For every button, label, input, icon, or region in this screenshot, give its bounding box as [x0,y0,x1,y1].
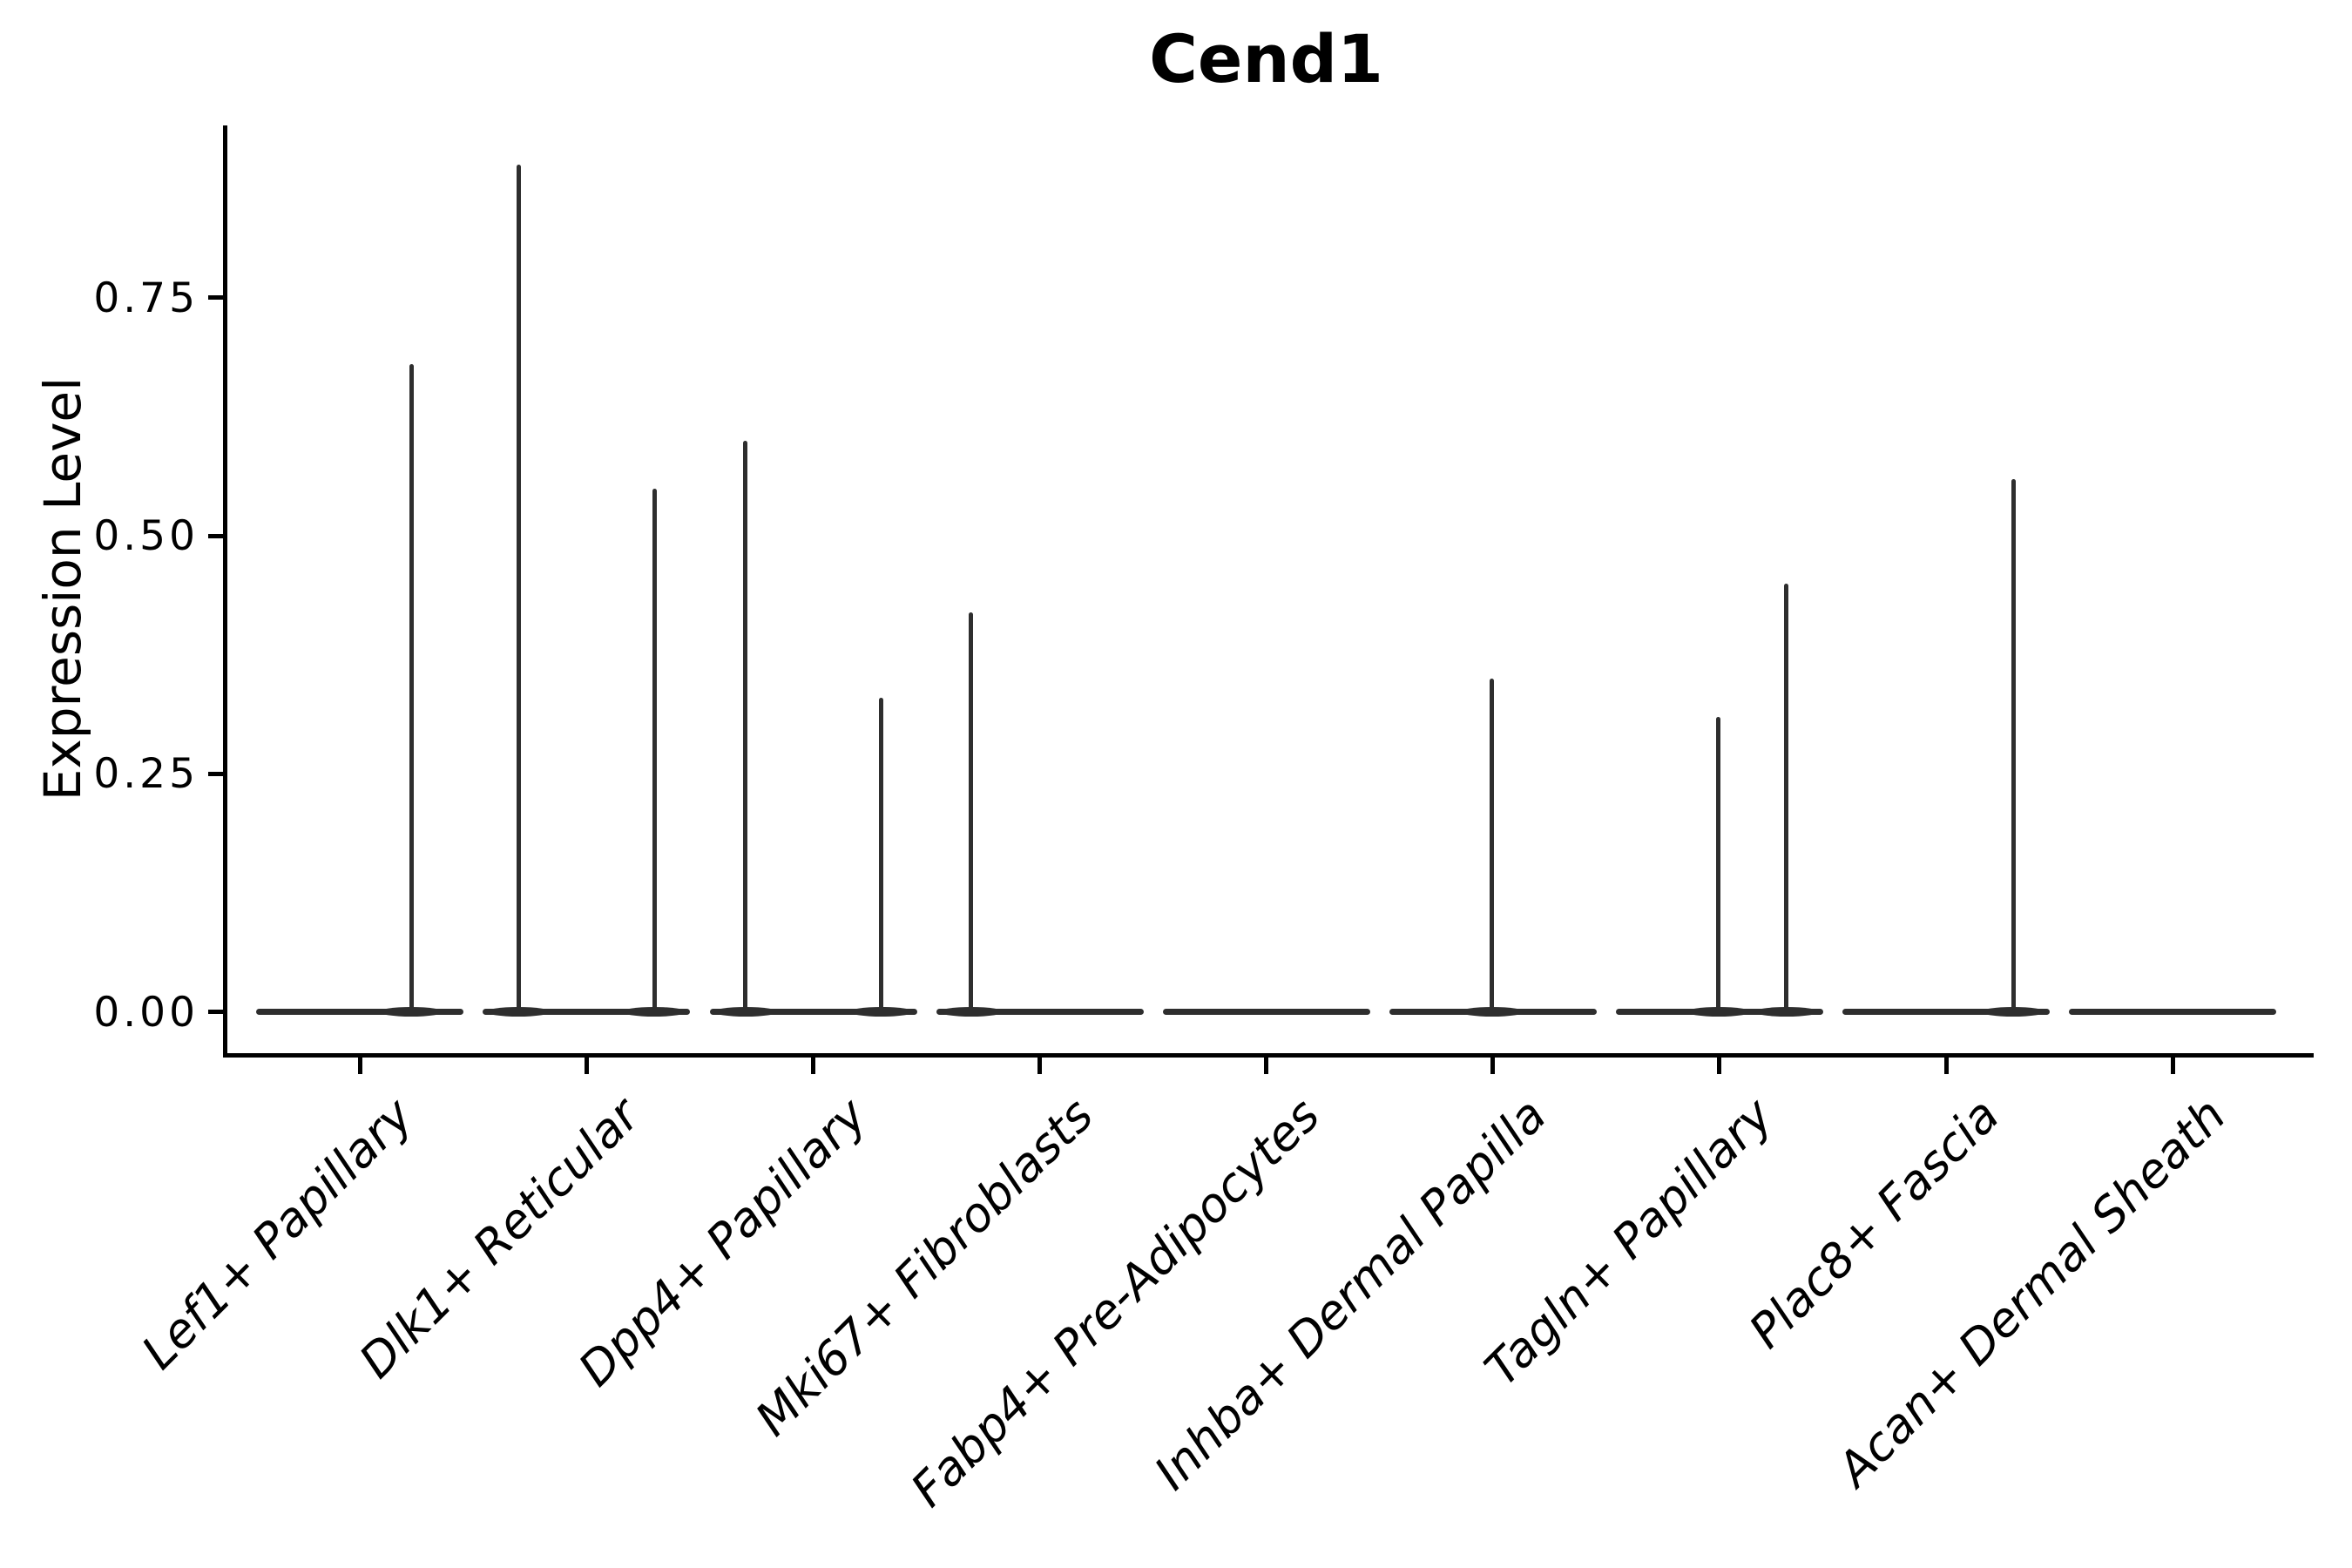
x-tick-mark [1264,1058,1269,1074]
violin-baseline [256,1009,464,1015]
y-tick-label: 0.00 [93,988,199,1037]
violin-spike [1716,716,1721,1012]
y-tick-label: 0.50 [93,512,199,561]
violin-baseline [483,1009,691,1015]
violin-spike [1490,679,1495,1012]
violin-baseline [1842,1009,2050,1015]
violin-spike [1784,583,1789,1012]
violin-baseline [709,1009,917,1015]
y-tick-mark [208,533,223,538]
chart-title: Cend1 [1149,20,1383,98]
x-tick-label: Inhba+ Dermal Papilla [1144,1087,1557,1501]
violin-spike [969,612,974,1012]
y-tick-mark [208,1010,223,1014]
x-tick-mark [1490,1058,1496,1074]
violin-spike [652,488,657,1012]
y-tick-label: 0.25 [93,750,199,799]
violin-spike [409,364,414,1012]
violin-spike [879,697,883,1012]
x-tick-mark [1943,1058,1949,1074]
x-tick-mark [584,1058,589,1074]
violin-baseline [936,1009,1144,1015]
violin-spike [743,440,747,1012]
y-axis-label: Expression Level [33,376,92,801]
violin-baseline [1162,1009,1370,1015]
x-tick-mark [811,1058,815,1074]
x-tick-mark [357,1058,362,1074]
y-tick-mark [208,295,223,301]
x-tick-mark [2170,1058,2175,1074]
y-tick-mark [208,771,223,776]
y-tick-label: 0.75 [93,274,199,322]
violin-baseline [2069,1009,2277,1015]
violin-spike [516,164,521,1012]
x-tick-label: Fabp4+ Pre-Adipocytes [900,1087,1330,1517]
plot-area [223,125,2314,1058]
x-tick-mark [1037,1058,1043,1074]
x-tick-mark [1717,1058,1722,1074]
violin-spike [2011,478,2016,1012]
x-tick-label: Acan+ Dermal Sheath [1827,1087,2237,1497]
